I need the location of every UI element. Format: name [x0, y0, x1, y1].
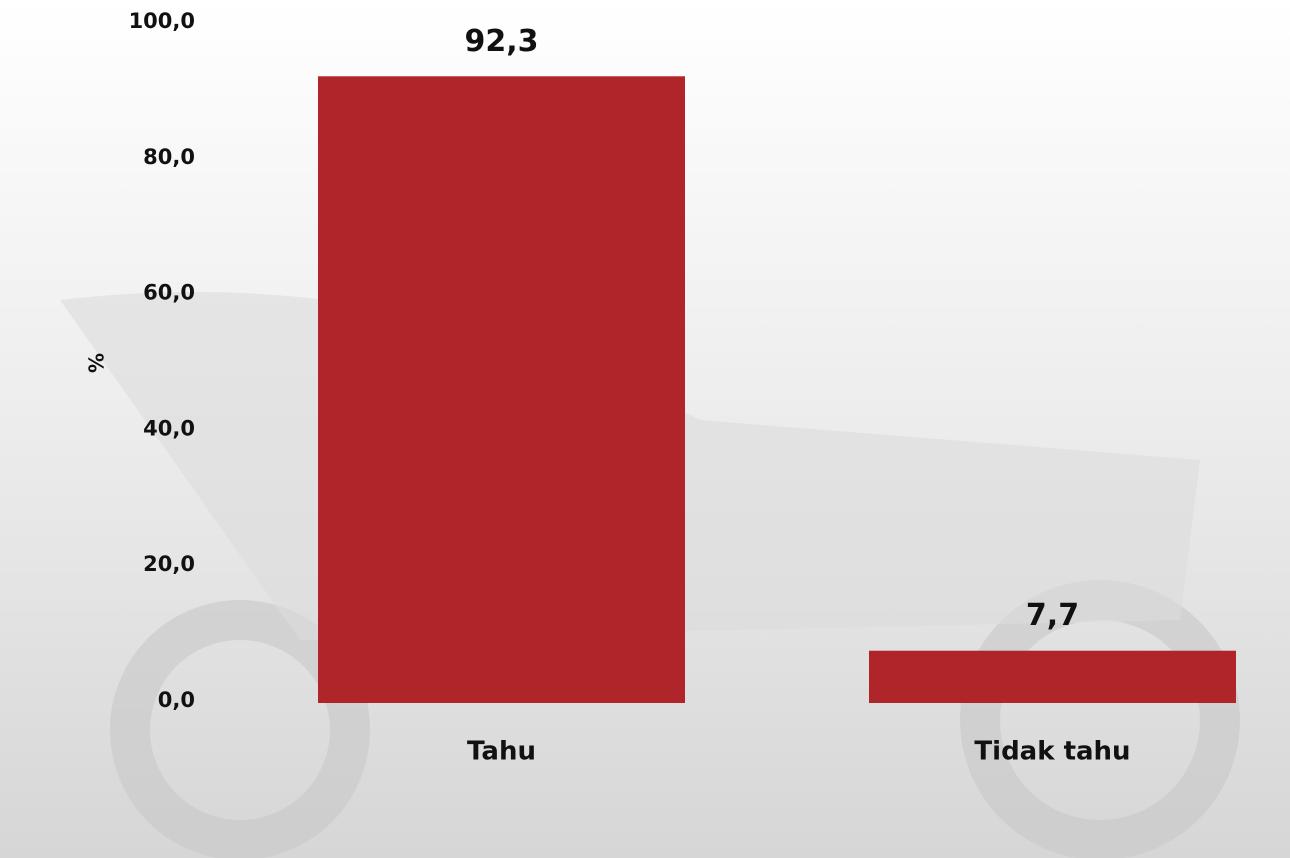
y-axis-label: % [85, 353, 109, 373]
x-tick-label: Tahu [467, 737, 536, 767]
y-tick-label: 60,0 [143, 281, 195, 305]
chart: % 0,0 20,0 40,0 60,0 80,0 100,0 92,3 Tahu 7,7 Tid… [0, 0, 1290, 858]
value-label: 7,7 [1026, 598, 1079, 633]
y-tick-label: 40,0 [143, 416, 195, 440]
value-label: 92,3 [464, 24, 538, 59]
y-tick-label: 100,0 [129, 9, 195, 33]
y-tick-label: 20,0 [143, 552, 195, 576]
page: % 0,0 20,0 40,0 60,0 80,0 100,0 92,3 Tahu 7,7 Tid… [0, 0, 1290, 858]
x-tick-label: Tidak tahu [974, 737, 1130, 767]
y-tick-label: 80,0 [143, 145, 195, 169]
y-tick-label: 0,0 [158, 688, 195, 712]
bar [869, 651, 1236, 703]
bar [318, 76, 685, 703]
